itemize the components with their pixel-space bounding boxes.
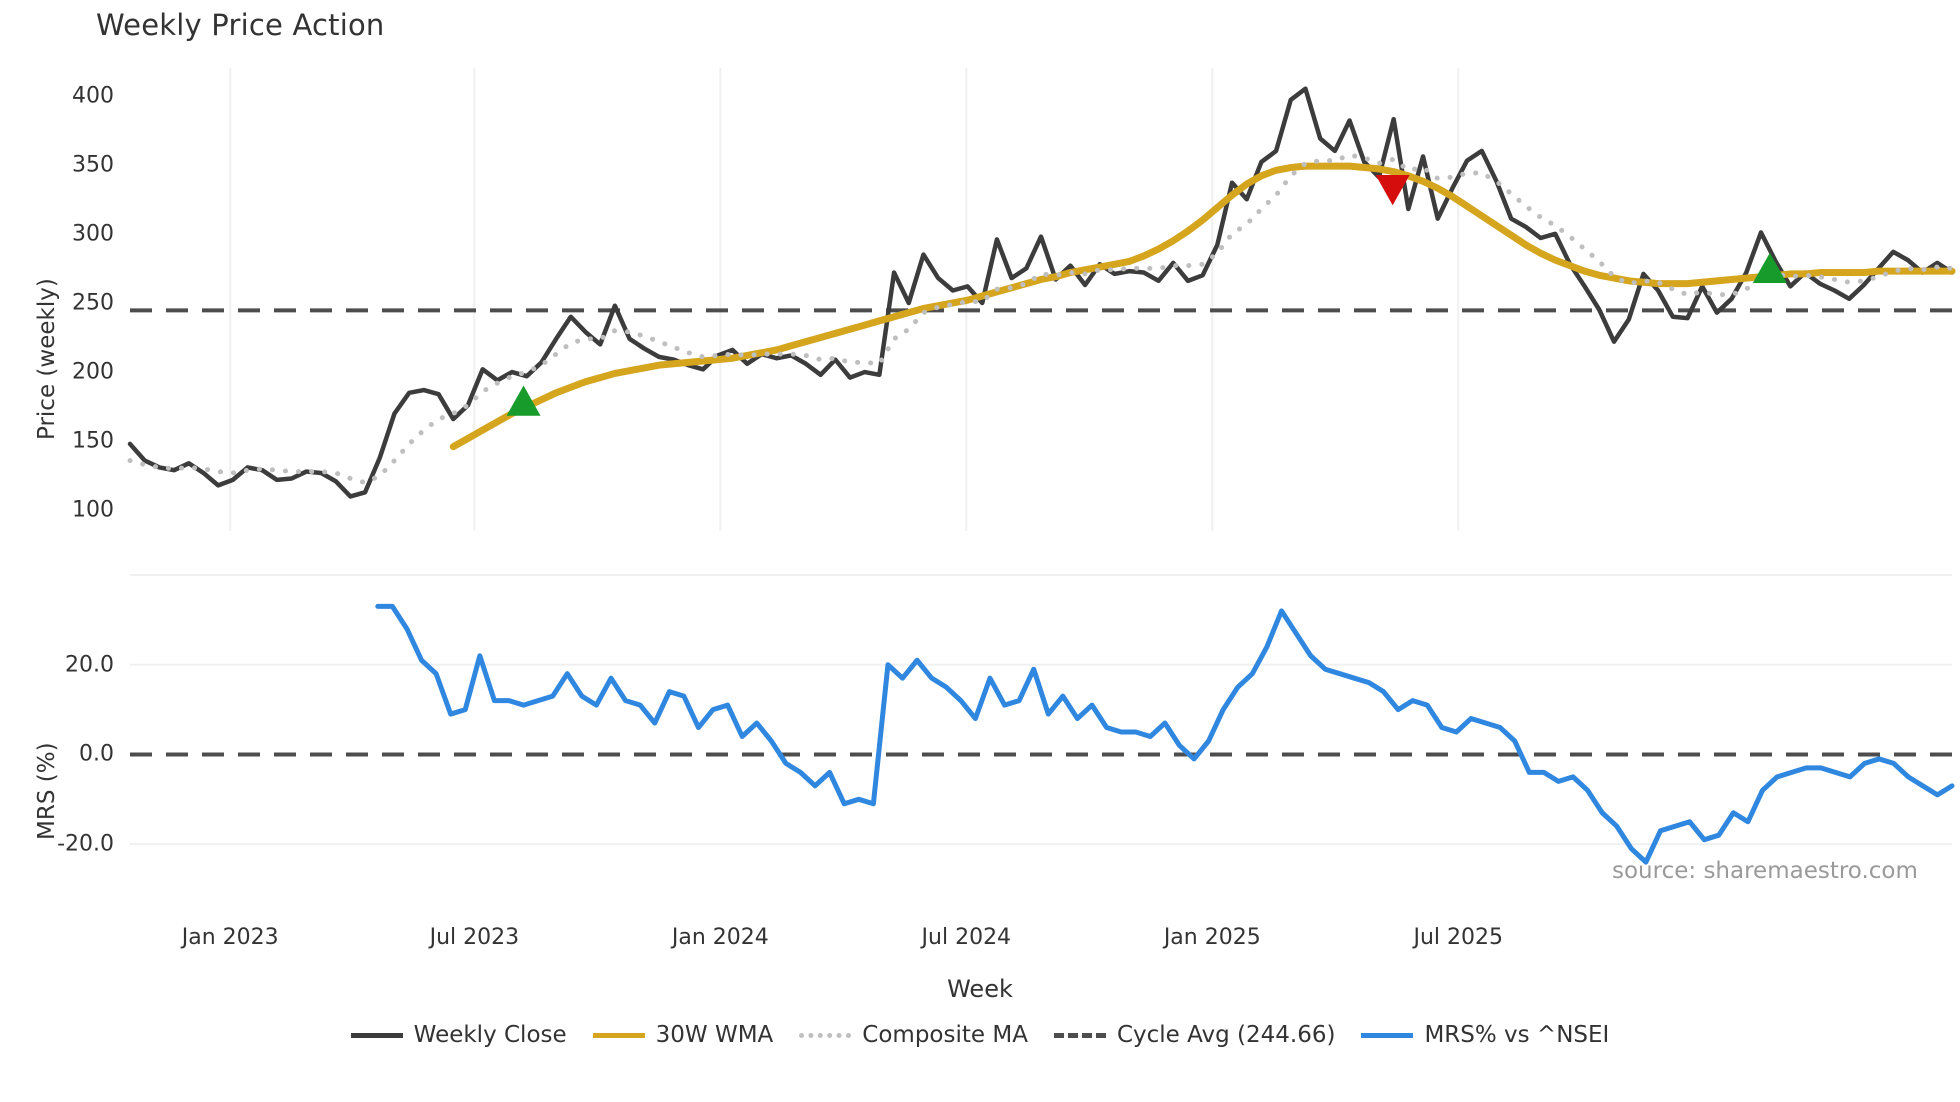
legend-cycle-avg[interactable]: Cycle Avg (244.66): [1053, 1022, 1336, 1048]
page-title: Weekly Price Action: [96, 8, 385, 42]
buy-signal-marker-2[interactable]: [1752, 252, 1787, 284]
legend-30w-wma-label: 30W WMA: [655, 1022, 774, 1048]
legend-weekly-close-swatch-icon: [350, 1032, 403, 1038]
x-tick-jul-2024: Jul 2024: [921, 925, 1012, 950]
legend-30w-wma[interactable]: 30W WMA: [592, 1022, 774, 1048]
legend-weekly-close[interactable]: Weekly Close: [350, 1022, 567, 1048]
legend-30w-wma-swatch-icon: [592, 1032, 645, 1038]
series-30w-wma: [449, 162, 1956, 451]
legend-mrs-label: MRS% vs ^NSEI: [1424, 1022, 1610, 1048]
legend-mrs[interactable]: MRS% vs ^NSEI: [1361, 1022, 1609, 1048]
x-tick-jan-2023: Jan 2023: [181, 925, 279, 950]
x-tick-jul-2025: Jul 2025: [1413, 925, 1503, 950]
price-axis-label: Price (weekly): [34, 278, 60, 440]
legend-cycle-avg-swatch-icon: [1053, 1032, 1106, 1038]
legend-mrs-swatch-icon: [1361, 1032, 1414, 1038]
x-tick-jan-2025: Jan 2025: [1163, 925, 1261, 950]
series-composite-ma: [127, 152, 1955, 486]
x-axis-label: Week: [947, 975, 1013, 1003]
x-tick-jan-2024: Jan 2024: [671, 925, 769, 950]
series-weekly-close: [127, 86, 1955, 499]
sell-signal-marker-1[interactable]: [1375, 174, 1410, 206]
price-ytick-350: 350: [72, 152, 114, 178]
legend-composite-ma[interactable]: Composite MA: [799, 1022, 1028, 1048]
legend-composite-ma-label: Composite MA: [862, 1022, 1028, 1048]
price-ytick-300: 300: [72, 221, 114, 247]
mrs-chart-panel: [130, 574, 1955, 898]
x-tick-jul-2023: Jul 2023: [429, 925, 520, 950]
series-mrs-pct: [375, 603, 1955, 865]
mrs-ytick-0: 20.0: [65, 652, 114, 678]
buy-signal-marker-1[interactable]: [506, 385, 541, 416]
chart-legend: Weekly Close 30W WMA Composite MA Cycle Avg…: [0, 1022, 1960, 1048]
price-chart-panel: [127, 68, 1956, 531]
mrs-axis-label: MRS (%): [34, 742, 60, 840]
legend-cycle-avg-label: Cycle Avg (244.66): [1116, 1022, 1336, 1048]
source-watermark: source: sharemaestro.com: [1612, 858, 1918, 884]
legend-composite-ma-swatch-icon: [799, 1032, 852, 1038]
price-ytick-100: 100: [72, 497, 114, 523]
price-ytick-400: 400: [72, 83, 114, 109]
legend-weekly-close-label: Weekly Close: [413, 1022, 567, 1048]
